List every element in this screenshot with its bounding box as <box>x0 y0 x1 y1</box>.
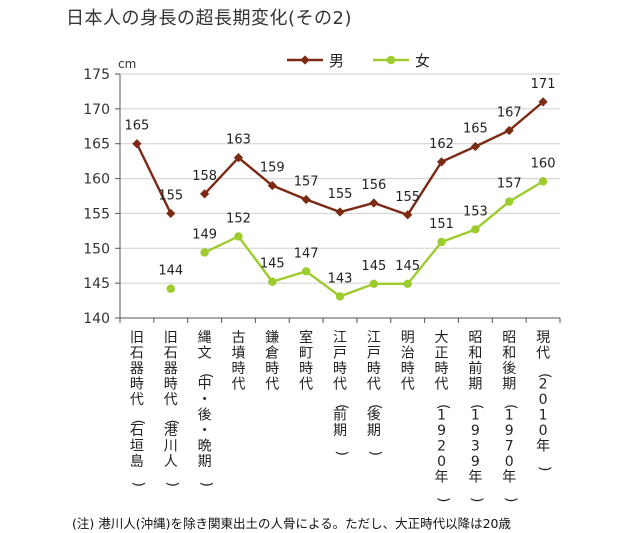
data-label: 155 <box>395 190 420 205</box>
data-point-male <box>369 198 379 208</box>
series-layer <box>132 97 548 301</box>
legend-label-1: 女 <box>415 52 430 70</box>
x-tick-label: 現代(2 0 1 0 年) <box>536 330 552 471</box>
x-tick-label: 江戸時代(後期) <box>367 330 383 456</box>
y-tick-label: 145 <box>83 276 110 292</box>
data-point-male <box>132 139 142 149</box>
data-point-female <box>335 292 345 301</box>
data-label: 157 <box>294 174 319 189</box>
data-point-female <box>403 279 412 289</box>
y-axis-ticks: 140 145 150 155 160 165 170 175 cm <box>83 57 136 327</box>
data-point-female <box>301 267 311 276</box>
data-label: 145 <box>260 257 285 272</box>
data-point-male <box>538 97 548 107</box>
x-tick-label: 明治時代 <box>401 330 415 393</box>
y-tick-label: 140 <box>83 311 110 327</box>
x-tick-label: 昭和前期(1 9 3 9 年) <box>468 330 484 502</box>
data-label: 153 <box>463 204 488 219</box>
y-axis-unit: cm <box>118 57 136 71</box>
x-tick-label: 旧石器時代(石垣島) <box>130 330 146 487</box>
y-tick-label: 150 <box>83 241 110 257</box>
data-point-male <box>267 180 277 191</box>
y-tick-label: 170 <box>83 102 110 118</box>
data-label: 145 <box>395 259 420 274</box>
data-point-female <box>234 232 243 241</box>
data-label: 155 <box>158 188 183 203</box>
data-point-female <box>166 284 175 293</box>
x-axis-ticks: 旧石器時代(石垣島) 旧石器時代(港川人) 縄文(中・後・晩期) 古墳時代 鎌倉時代 室町… <box>130 329 552 502</box>
data-label: 165 <box>125 119 150 134</box>
y-tick-label: 175 <box>83 67 110 83</box>
legend-marker-male <box>300 55 310 65</box>
data-point-female <box>505 197 514 206</box>
data-label: 155 <box>328 187 353 202</box>
series-line-0 <box>135 143 172 214</box>
data-point-female <box>471 225 480 234</box>
data-point-male <box>504 125 514 136</box>
data-label: 145 <box>361 259 386 274</box>
y-tick-label: 155 <box>83 206 110 222</box>
data-point-male <box>470 141 480 152</box>
x-tick-label: 古墳時代 <box>231 330 245 393</box>
data-point-female <box>268 277 277 286</box>
data-point-male <box>200 189 210 199</box>
chart-axes <box>115 73 561 323</box>
data-label: 144 <box>158 264 183 279</box>
data-label: 149 <box>192 227 217 242</box>
data-point-male <box>166 208 176 219</box>
x-tick-label: 旧石器時代(港川人) <box>164 330 180 487</box>
data-label: 152 <box>226 211 251 226</box>
data-label: 160 <box>531 156 556 171</box>
data-point-female <box>437 237 446 247</box>
data-label: 157 <box>497 177 522 192</box>
x-tick-label: 室町時代 <box>299 329 313 393</box>
data-point-male <box>233 153 244 163</box>
data-label: 165 <box>463 122 488 137</box>
data-label: 171 <box>531 77 556 92</box>
x-tick-label: 縄文(中・後・晩期) <box>198 330 214 487</box>
grid-lines <box>120 73 560 284</box>
data-label: 162 <box>429 137 454 152</box>
data-labels: 165 155 158 163 159 157 155 156 155 162 165 167 171 1… <box>125 77 556 287</box>
data-point-male <box>403 210 413 220</box>
page-title: 日本人の身長の超長期変化(その2) <box>66 8 352 29</box>
data-label: 156 <box>361 178 386 193</box>
legend: 男女 <box>287 52 430 70</box>
series-line-0 <box>203 100 544 217</box>
data-label: 147 <box>294 246 319 261</box>
data-point-male <box>301 194 311 205</box>
legend-marker-female <box>386 55 396 65</box>
y-tick-label: 160 <box>83 172 110 188</box>
data-point-female <box>538 177 548 186</box>
data-point-female <box>369 279 379 289</box>
x-tick-label: 昭和後期(1 9 7 0 年) <box>502 330 518 502</box>
y-tick-label: 165 <box>83 137 110 153</box>
data-label: 163 <box>226 133 251 148</box>
data-point-female <box>200 248 209 257</box>
data-label: 151 <box>429 217 454 232</box>
data-label: 143 <box>328 271 353 286</box>
x-tick-label: 江戸時代(前期) <box>333 330 349 456</box>
x-tick-label: 鎌倉時代 <box>265 330 279 393</box>
data-label: 158 <box>192 169 217 184</box>
data-label: 159 <box>260 161 285 176</box>
data-point-male <box>335 207 345 217</box>
data-point-male <box>436 157 447 167</box>
legend-label-0: 男 <box>329 52 344 70</box>
data-label: 167 <box>497 105 522 120</box>
x-tick-label: 大正時代(1 9 2 0 年) <box>435 330 451 502</box>
footnote: (注) 港川人(沖縄)を除き関東出土の人骨による。ただし、大正時代以降は20歳 <box>72 516 512 531</box>
